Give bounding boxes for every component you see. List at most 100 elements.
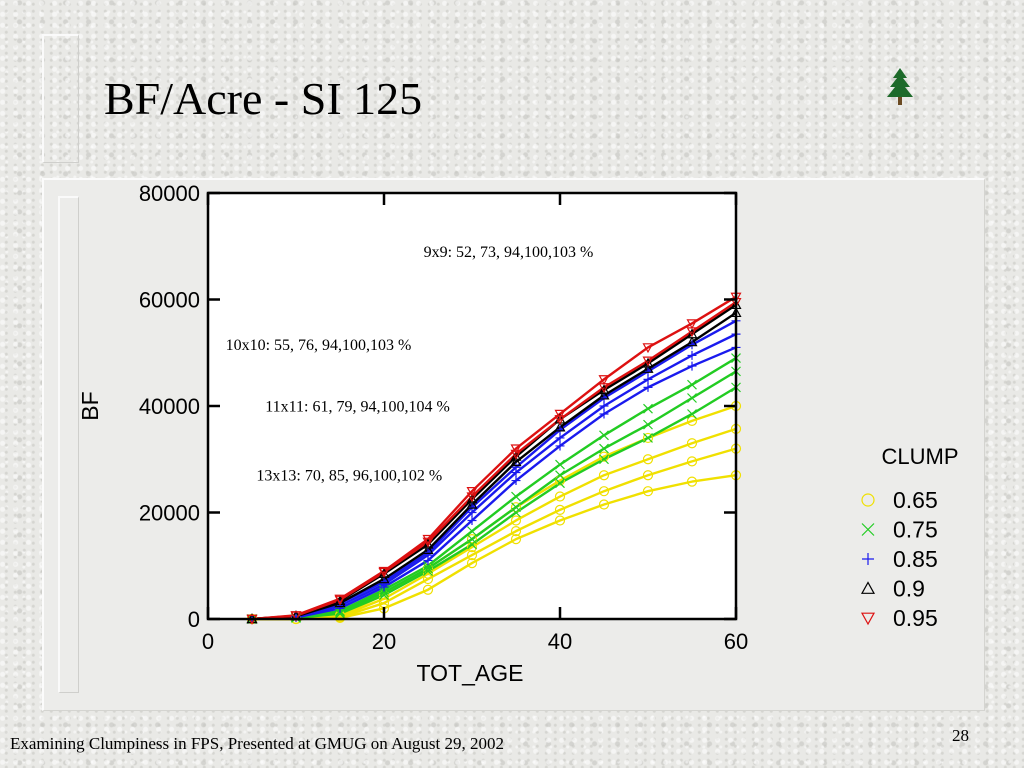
data-point-0.85 — [599, 409, 609, 419]
data-point-0.75 — [599, 454, 609, 465]
data-point-0.75 — [555, 459, 565, 470]
data-point-0.65 — [554, 491, 566, 502]
data-point-0.85 — [511, 476, 521, 486]
data-point-0.95 — [334, 594, 346, 605]
legend-label-0.85: 0.85 — [893, 546, 938, 572]
data-point-0.65 — [466, 542, 478, 553]
data-point-0.85 — [467, 515, 477, 525]
data-point-0.95 — [510, 449, 522, 460]
annotation-text: 10x10: 55, 76, 94,100,103 % — [226, 337, 412, 354]
data-point-0.65 — [510, 526, 522, 537]
data-point-0.9 — [642, 362, 654, 373]
data-point-0.65 — [642, 486, 654, 497]
data-point-0.85 — [643, 366, 653, 376]
data-point-0.85 — [555, 433, 565, 443]
data-point-0.9 — [510, 450, 522, 461]
legend-label-0.75: 0.75 — [893, 517, 938, 543]
data-point-0.65 — [598, 470, 610, 481]
series-line-0.85-1 — [251, 346, 737, 621]
legend-marker-0.65 — [861, 493, 875, 507]
data-point-0.75 — [555, 478, 565, 489]
legend-label-0.9: 0.9 — [893, 576, 925, 602]
legend-label-0.95: 0.95 — [893, 605, 938, 631]
series-line-0.95-2 — [251, 295, 737, 621]
data-point-0.95 — [554, 415, 566, 426]
data-point-0.75 — [687, 393, 697, 403]
data-point-0.65 — [598, 499, 610, 510]
data-point-0.75 — [687, 409, 697, 419]
data-point-0.65 — [598, 486, 610, 497]
data-point-0.75 — [599, 443, 609, 454]
data-point-0.95 — [642, 343, 654, 354]
data-point-0.75 — [555, 470, 565, 481]
data-point-0.75 — [599, 430, 609, 441]
data-point-0.65 — [642, 432, 654, 444]
data-point-0.85 — [687, 350, 697, 360]
data-point-0.75 — [511, 491, 521, 502]
x-tick-label: 20 — [372, 629, 396, 654]
data-point-0.65 — [598, 451, 610, 462]
data-point-0.65 — [510, 534, 522, 545]
data-point-0.9 — [686, 328, 698, 339]
data-point-0.9 — [422, 544, 434, 554]
y-axis-label: BF — [77, 391, 103, 420]
annotation-text: 11x11: 61, 79, 94,100,104 % — [265, 398, 450, 415]
data-point-0.85 — [467, 502, 477, 512]
data-point-0.65 — [686, 438, 698, 449]
x-axis-label: TOT_AGE — [417, 660, 524, 686]
data-point-0.75 — [423, 560, 433, 571]
data-point-0.65 — [642, 470, 654, 481]
x-tick-label: 60 — [724, 629, 748, 654]
footer-text: Examining Clumpiness in FPS, Presented a… — [10, 734, 504, 753]
legend-marker-0.85 — [862, 553, 874, 565]
data-point-0.9 — [598, 389, 610, 400]
data-point-0.75 — [511, 502, 521, 513]
data-point-0.65 — [466, 549, 478, 561]
y-tick-label: 80000 — [139, 181, 200, 206]
data-point-0.85 — [511, 462, 521, 472]
data-point-0.75 — [335, 608, 345, 619]
data-point-0.65 — [554, 504, 566, 515]
data-point-0.9 — [378, 573, 390, 584]
y-tick-label: 20000 — [139, 501, 200, 526]
series-line-0.9-1 — [251, 311, 737, 621]
annotation-text: 9x9: 52, 73, 94,100,103 % — [424, 244, 594, 261]
data-point-0.85 — [555, 441, 565, 451]
decorative-inner-bar — [58, 196, 79, 693]
data-point-0.85 — [643, 374, 653, 384]
data-point-0.75 — [423, 563, 433, 574]
data-point-0.95 — [466, 492, 478, 503]
data-point-0.95 — [422, 534, 434, 545]
data-point-0.95 — [466, 487, 478, 497]
data-point-0.9 — [686, 336, 698, 347]
data-point-0.75 — [643, 419, 653, 430]
series-line-0.75-1 — [251, 386, 737, 621]
data-point-0.9 — [422, 538, 434, 549]
data-point-0.65 — [686, 415, 698, 427]
data-point-0.95 — [642, 356, 654, 367]
data-point-0.9 — [510, 456, 522, 467]
data-point-0.9 — [466, 498, 478, 509]
data-point-0.75 — [643, 433, 653, 443]
page-number: 28 — [952, 726, 969, 745]
data-point-0.85 — [379, 577, 389, 587]
data-point-0.75 — [379, 587, 389, 598]
data-point-0.85 — [687, 340, 697, 350]
x-tick-label: 40 — [548, 629, 572, 654]
data-point-0.95 — [290, 611, 302, 622]
data-point-0.95 — [378, 566, 390, 577]
data-point-0.85 — [643, 382, 653, 392]
legend-label-0.65: 0.65 — [893, 487, 938, 513]
data-point-0.75 — [467, 526, 477, 537]
legend-title: CLUMP — [881, 444, 958, 469]
legend-marker-0.95 — [860, 612, 876, 626]
data-point-0.95 — [422, 537, 434, 548]
decorative-left-bar — [42, 34, 79, 163]
y-tick-label: 0 — [188, 607, 200, 632]
page-title: BF/Acre - SI 125 — [104, 73, 423, 124]
data-point-0.9 — [642, 357, 654, 368]
data-point-0.65 — [686, 456, 698, 467]
data-point-0.95 — [598, 375, 610, 386]
y-tick-label: 60000 — [139, 288, 200, 313]
y-tick-label: 40000 — [139, 394, 200, 419]
